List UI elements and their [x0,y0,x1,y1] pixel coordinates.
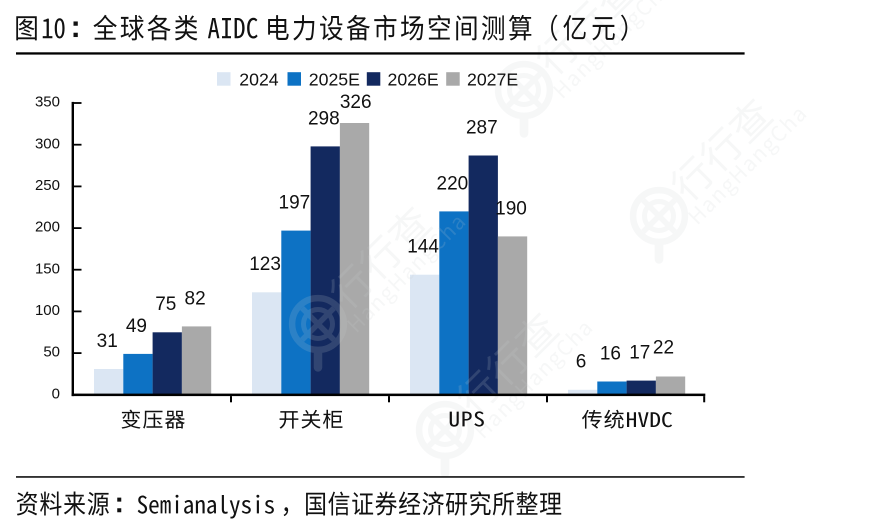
svg-text:16: 16 [600,343,621,364]
svg-text:2024: 2024 [239,70,279,90]
svg-text:287: 287 [466,117,498,138]
svg-text:144: 144 [407,237,439,258]
svg-text:2025E: 2025E [309,70,360,90]
svg-text:75: 75 [155,294,176,315]
svg-text:50: 50 [43,344,60,361]
svg-text:0: 0 [52,385,60,402]
svg-text:326: 326 [340,92,372,113]
svg-text:298: 298 [308,108,340,129]
svg-text:250: 250 [35,177,60,194]
svg-text:350: 350 [35,94,60,111]
svg-text:197: 197 [279,193,311,214]
svg-text:6: 6 [576,352,587,373]
svg-text:49: 49 [126,316,147,337]
svg-text:2027E: 2027E [467,70,518,90]
svg-text:190: 190 [495,198,527,219]
svg-text:150: 150 [35,260,60,277]
svg-text:17: 17 [629,343,650,364]
svg-text:31: 31 [97,331,118,352]
svg-text:2026E: 2026E [388,70,439,90]
svg-text:300: 300 [35,135,60,152]
svg-text:22: 22 [653,337,674,358]
svg-text:220: 220 [437,173,469,194]
svg-text:82: 82 [185,288,206,309]
svg-text:200: 200 [35,219,60,236]
svg-text:100: 100 [35,302,60,319]
svg-text:123: 123 [249,254,281,275]
